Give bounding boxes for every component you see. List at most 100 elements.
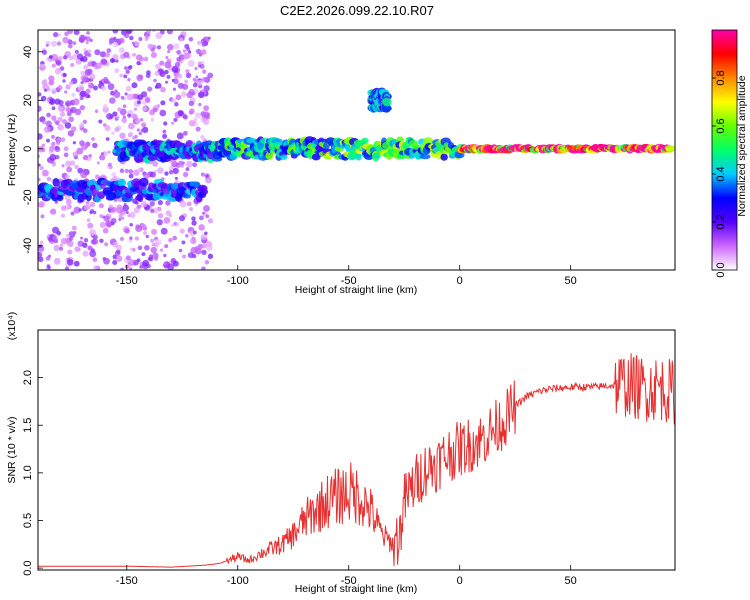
spectrogram-noise-point (175, 222, 180, 227)
spectrogram-noise-point (165, 55, 169, 60)
spectrogram-noise-point (166, 30, 173, 35)
spectrogram-noise-point (139, 265, 143, 269)
spectrogram-noise-point (192, 230, 197, 235)
snr-y-axis-label: SNR (10 * v/v) (6, 416, 18, 483)
spectrogram-y-tick-label: -20 (22, 189, 34, 205)
spectrogram-noise-point (83, 238, 89, 243)
spectrogram-noise-point (87, 61, 93, 67)
spectrogram-noise-point (194, 66, 198, 70)
spectrogram-noise-point (79, 122, 85, 129)
snr-y-tick-label: 0.0 (22, 560, 34, 575)
spectrogram-noise-point (93, 85, 98, 91)
spectrogram-noise-point (64, 100, 72, 107)
spectrogram-noise-point (141, 122, 147, 128)
spectrogram-noise-point (67, 43, 73, 49)
spectrogram-noise-point (88, 246, 92, 250)
spectrogram-noise-point (67, 130, 75, 137)
spectrogram-noise-point (79, 96, 84, 101)
spectrogram-noise-point (85, 36, 91, 42)
spectrogram-noise-point (189, 237, 197, 245)
spectrogram-x-axis-label: Height of straight line (km) (295, 284, 418, 296)
spectrogram-noise-point (67, 30, 73, 35)
spectrogram-noise-point (201, 42, 206, 47)
spectrogram-noise-point (204, 260, 210, 265)
spectrogram-noise-point (81, 143, 88, 151)
colorbar-tick-label: 0.8 (715, 70, 727, 85)
spectrogram-noise-point (202, 111, 210, 119)
spectrogram-noise-point (82, 250, 89, 257)
spectrogram-x-tick-label: -50 (341, 275, 357, 287)
spectrogram-noise-point (165, 210, 172, 217)
spectrogram-noise-point (198, 102, 202, 107)
spectrogram-noise-point (160, 100, 166, 106)
spectrogram-noise-point (149, 171, 157, 178)
spectrogram-noise-point (184, 79, 188, 84)
spectrogram-noise-point (87, 53, 92, 58)
spectrogram-noise-point (105, 137, 110, 141)
spectrogram-noise-point (63, 146, 69, 152)
spectrogram-noise-point (140, 128, 145, 133)
spectrogram-noise-point (114, 250, 121, 256)
spectrogram-noise-point (48, 98, 56, 106)
spectrogram-noise-point (193, 118, 198, 122)
spectrogram-noise-point (150, 238, 155, 243)
spectrogram-y-axis-label: Frequency (Hz) (6, 114, 18, 186)
spectrogram-noise-point (59, 246, 64, 251)
colorbar: 0.0 0.2 0.4 0.6 0.8 Normalized spectral ampl… (711, 29, 748, 278)
spectrogram-noise-point (57, 33, 62, 37)
spectrogram-noise-point (172, 260, 179, 267)
spectrogram-noise-point (46, 264, 51, 268)
spectrogram-noise-point (57, 85, 63, 91)
spectrogram-noise-point (195, 75, 199, 79)
spectrogram-noise-point (91, 238, 99, 245)
spectrogram-noise-point (127, 213, 131, 218)
spectrogram-noise-point (203, 85, 210, 92)
spectrogram-noise-point (73, 231, 77, 235)
snr-y-tick-label: 1.5 (22, 418, 34, 433)
spectrogram-noise-point (173, 43, 180, 50)
spectrogram-noise-point (42, 169, 49, 177)
spectrogram-noise-point (38, 163, 41, 167)
spectrogram-noise-point (131, 41, 135, 45)
spectrogram-noise-point (178, 215, 186, 222)
spectrogram-noise-point (120, 267, 125, 270)
spectrogram-noise-point (80, 171, 88, 179)
spectrogram-noise-point (123, 74, 128, 79)
spectrogram-noise-point (104, 52, 110, 58)
spectrogram-noise-point (150, 117, 155, 122)
colorbar-tick-label: 0.0 (715, 262, 727, 277)
spectrogram-noise-point (66, 233, 70, 238)
spectrogram-noise-point (134, 134, 138, 139)
spectrogram-noise-point (194, 245, 200, 251)
spectrogram-noise-point (73, 206, 81, 214)
spectrogram-noise-point (82, 119, 87, 124)
spectrogram-noise-point (175, 94, 182, 101)
spectrogram-noise-point (197, 40, 202, 45)
spectrogram-noise-point (66, 240, 74, 248)
spectrogram-noise-point (156, 219, 163, 226)
spectrogram-noise-point (111, 172, 117, 178)
spectrogram-noise-point (85, 200, 90, 205)
spectrogram-noise-point (133, 107, 138, 111)
spectrogram-noise-point (162, 133, 168, 139)
spectrogram-band-mark (355, 152, 362, 161)
spectrogram-band-mark (201, 188, 209, 195)
spectrogram-noise-point (200, 134, 205, 140)
spectrogram-noise-point (127, 78, 131, 82)
spectrogram-noise-point (46, 99, 50, 103)
spectrogram-noise-point (155, 32, 163, 40)
spectrogram-noise-point (89, 73, 96, 80)
spectrogram-y-tick-label: -40 (22, 238, 34, 254)
spectrogram-noise-point (128, 169, 134, 174)
spectrogram-noise-point (140, 200, 148, 208)
snr-y-ticks: 0.0 0.5 1.0 1.5 2.0 (22, 370, 43, 576)
spectrogram-noise-point (119, 108, 127, 116)
spectrogram-noise-point (197, 91, 205, 99)
spectrogram-noise-point (152, 160, 158, 167)
spectrogram-y-tick-label: 20 (22, 94, 34, 106)
spectrogram-noise-point (62, 36, 69, 44)
spectrogram-band-mark (117, 178, 127, 187)
spectrogram-noise-point (106, 48, 112, 53)
spectrogram-noise-point (52, 163, 56, 167)
spectrogram-noise-point (163, 121, 168, 126)
